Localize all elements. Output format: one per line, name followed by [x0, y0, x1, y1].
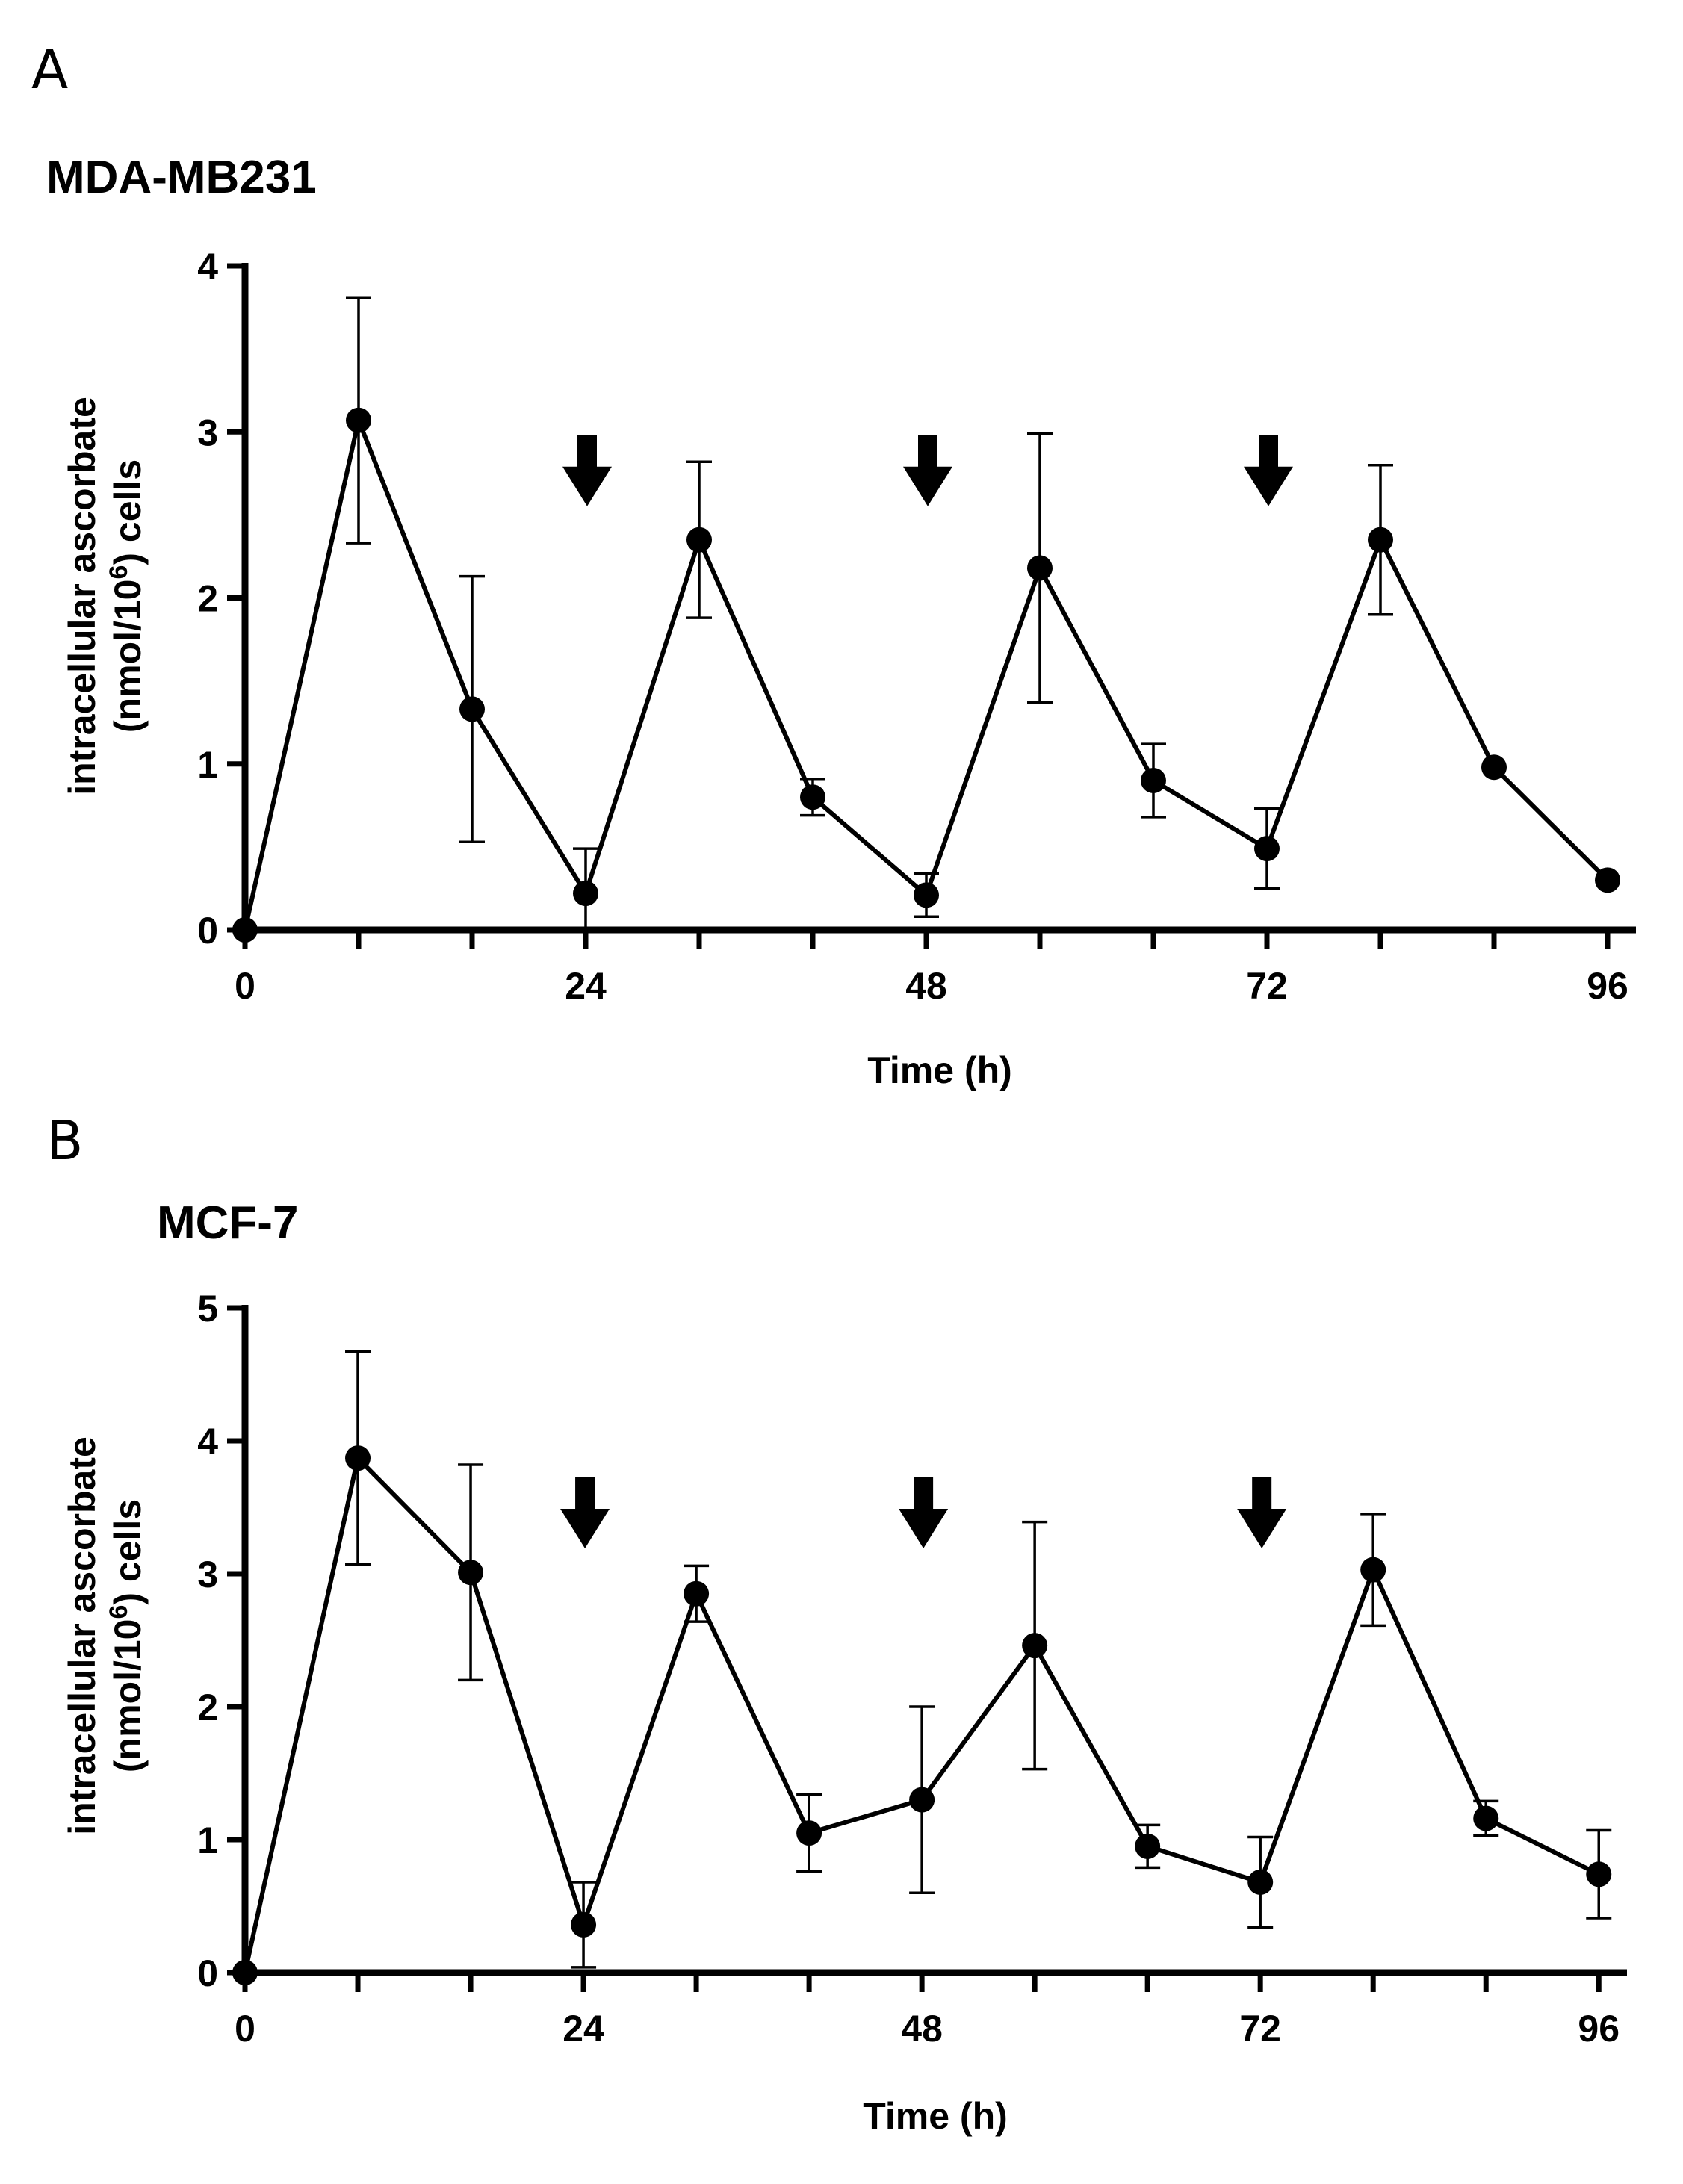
panel-a-data-point: [573, 881, 598, 907]
panel-a-data-point: [1595, 867, 1620, 893]
panel-a-x-tick-label: 96: [1587, 965, 1628, 1007]
panel-a-dose-arrow-icon: [562, 435, 612, 506]
panel-b-dose-arrow-icon: [1237, 1477, 1287, 1548]
panel-b-y-axis-title-line1: intracellular ascorbate: [61, 1436, 103, 1835]
panel-a-y-tick-label: 3: [197, 412, 218, 453]
panel-a-x-tick-label: 0: [235, 965, 255, 1007]
panel-a-x-tick-label: 48: [905, 965, 947, 1007]
panel-a-y-tick-label: 0: [197, 910, 218, 952]
panel-a-data-point: [800, 784, 825, 810]
panel-b-data-point: [1586, 1861, 1612, 1887]
panel-b-x-tick-label: 48: [901, 2008, 943, 2050]
panel-a-y-tick-label: 1: [197, 744, 218, 786]
panel-a-dose-arrow-icon: [903, 435, 952, 506]
panel-a-data-point: [1481, 754, 1507, 781]
panel-b-dose-arrow-icon: [560, 1477, 610, 1548]
panel-b-data-point: [458, 1560, 484, 1586]
panel-a-x-tick-label: 24: [565, 965, 607, 1007]
panel-b-data-point: [345, 1445, 371, 1471]
panel-b-letter: B: [46, 1109, 83, 1172]
panel-b-y-tick-label: 4: [197, 1421, 218, 1462]
panel-b-data-point: [232, 1960, 258, 1985]
panel-a-dose-arrow-icon: [1244, 435, 1293, 506]
panel-a-data-point: [346, 407, 371, 433]
panel-a-x-axis-title: Time (h): [867, 1049, 1012, 1091]
panel-a-data-point: [914, 882, 939, 908]
panel-b-data-point: [1135, 1833, 1161, 1859]
panel-a: A MDA-MB231 Time (h) intracellular ascor…: [31, 38, 1636, 1091]
panel-a-data-point: [686, 527, 712, 553]
panel-b-y-tick-label: 1: [197, 1820, 218, 1861]
panel-b-data-point: [1360, 1557, 1386, 1583]
panel-b-y-tick-label: 0: [197, 1952, 218, 1994]
panel-b-x-axis-title: Time (h): [863, 2095, 1008, 2137]
panel-b-data-point: [796, 1820, 822, 1846]
panel-a-data-point: [1027, 555, 1053, 581]
panel-a-x-tick-label: 72: [1246, 965, 1288, 1007]
panel-a-y-axis-title-line2: (nmol/106) cells: [105, 459, 149, 733]
panel-a-y-tick-label: 2: [197, 578, 218, 620]
panel-b-y-tick-label: 3: [197, 1554, 218, 1595]
panel-a-y-axis-title-line1: intracellular ascorbate: [61, 397, 103, 795]
panel-b-dose-arrow-icon: [899, 1477, 949, 1548]
panel-a-data-point: [1368, 527, 1393, 553]
panel-a-data-point: [232, 917, 258, 943]
panel-b-x-tick-label: 72: [1239, 2008, 1281, 2050]
panel-a-plot: 0 1 2 3 4 0 24 48 72 96: [197, 246, 1636, 1007]
panel-b-data-point: [571, 1911, 597, 1938]
panel-b-data-point: [1473, 1805, 1499, 1831]
panel-b-data-point: [684, 1580, 710, 1607]
panel-a-letter: A: [31, 38, 68, 101]
panel-a-data-point: [1141, 767, 1166, 793]
panel-b-plot: 0 1 2 3 4 5 0 24 48 72 96: [197, 1288, 1627, 2050]
panel-b: B MCF-7 Time (h) intracellular ascorbate…: [46, 1109, 1627, 2137]
panel-b-y-axis-title-line2: (nmol/106) cells: [105, 1499, 149, 1772]
panel-b-data-point: [1247, 1869, 1274, 1895]
panel-b-y-tick-label: 5: [197, 1288, 218, 1330]
panel-b-data-point: [1022, 1633, 1048, 1659]
panel-a-title: MDA-MB231: [46, 152, 317, 203]
panel-b-y-tick-label: 2: [197, 1687, 218, 1728]
panel-a-data-point: [1254, 836, 1280, 862]
panel-b-title: MCF-7: [157, 1197, 298, 1249]
panel-b-x-tick-label: 24: [562, 2008, 604, 2050]
panel-b-x-tick-label: 96: [1578, 2008, 1620, 2050]
panel-a-y-tick-label: 4: [197, 246, 218, 288]
panel-b-x-tick-label: 0: [235, 2008, 255, 2050]
panel-b-data-point: [909, 1787, 935, 1813]
panel-a-data-point: [459, 696, 485, 722]
